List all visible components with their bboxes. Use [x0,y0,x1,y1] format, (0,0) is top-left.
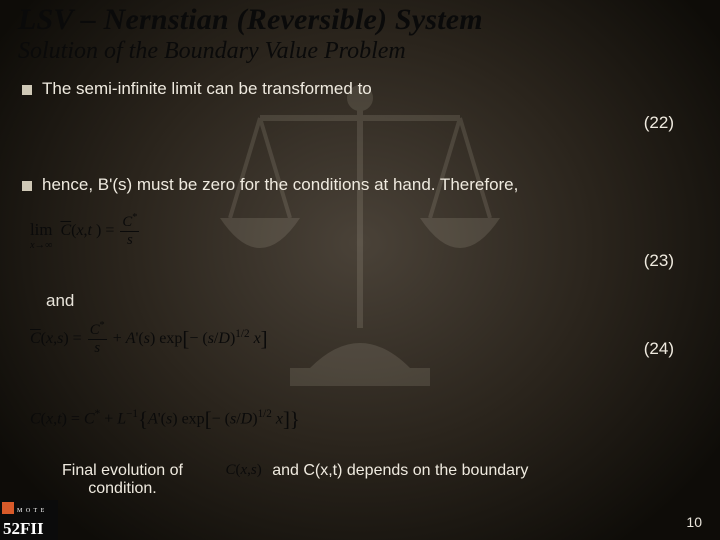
slide-number: 10 [686,514,702,530]
equation-23: C(x,s) = C*s + A'(s) exp[− (s/D)1/2 x] [30,322,268,357]
svg-text:52FII: 52FII [3,519,44,538]
slide-container: LSV – Nernstian (Reversible) System Solu… [0,0,720,540]
svg-text:M O T E: M O T E [17,508,45,514]
final-right: and C(x,t) depends on the boundary [272,462,528,480]
bullet-marker-icon [22,85,32,95]
equation-label-22: (22) [22,113,702,133]
bullet-2: hence, B'(s) must be zero for the condit… [22,175,702,195]
equation-22: lim x→∞ C(x,t ) = C*s [30,214,141,251]
equation-label-23: (23) [22,251,702,271]
and-text: and [46,291,702,311]
equation-24: C(x,t) = C* + L−1{A'(s) exp[− (s/D)1/2 x… [30,408,300,432]
bullet-1: The semi-infinite limit can be transform… [22,79,702,99]
final-note: Final evolution of condition. C(x,s) and… [30,462,690,498]
slide-title: LSV – Nernstian (Reversible) System [18,4,702,36]
bullet-2-text: hence, B'(s) must be zero for the condit… [42,175,518,195]
final-left: Final evolution of condition. [30,462,215,498]
corner-logo: M O T E 52FII [0,500,58,540]
final-line1: Final evolution of [62,462,183,479]
slide-subtitle: Solution of the Boundary Value Problem [18,38,702,65]
bullet-1-text: The semi-infinite limit can be transform… [42,79,372,99]
final-formula: C(x,s) [225,462,261,479]
bullet-marker-icon [22,181,32,191]
final-line2: condition. [88,480,157,497]
